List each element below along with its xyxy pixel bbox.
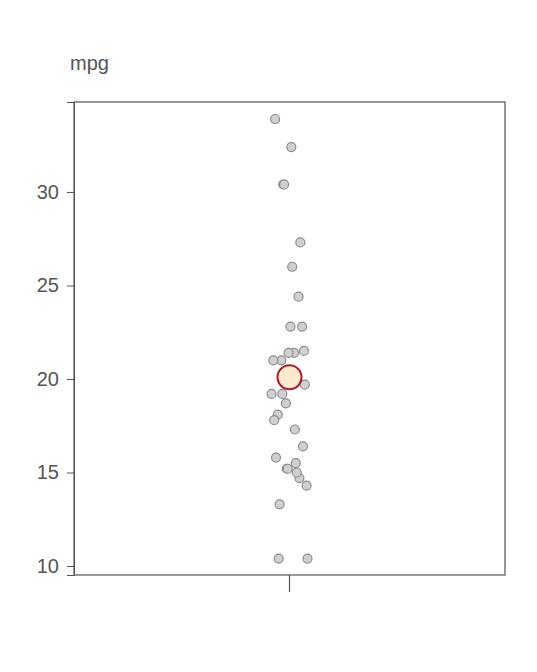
data-point: [282, 464, 291, 473]
data-point: [287, 143, 296, 152]
data-point: [291, 459, 300, 468]
y-tick-label: 30: [37, 181, 59, 203]
data-point: [281, 399, 290, 408]
y-tick: 15: [37, 461, 74, 483]
marks: [267, 115, 312, 564]
data-point: [292, 468, 301, 477]
y-tick-mark: [67, 473, 74, 474]
y-tick-label: 20: [37, 368, 59, 390]
data-point: [280, 180, 289, 189]
y-tick-mark: [67, 379, 74, 380]
data-point: [290, 425, 299, 434]
y-tick: 30: [37, 181, 74, 203]
y-tick: 25: [37, 274, 74, 296]
data-point: [299, 442, 308, 451]
data-point: [274, 554, 283, 563]
data-point: [299, 346, 308, 355]
y-axis: 10 15 20 25 30: [37, 103, 75, 577]
y-tick-mark: [67, 192, 74, 193]
data-point: [298, 322, 307, 331]
data-point: [271, 115, 280, 124]
y-tick-mark: [67, 285, 74, 286]
data-point: [272, 453, 281, 462]
x-tick-mark: [289, 575, 290, 592]
chart-container: 10 15 20 25 30 mpg: [0, 0, 537, 672]
data-point: [296, 238, 305, 247]
y-tick: 20: [37, 368, 74, 390]
data-point: [278, 389, 287, 398]
y-tick: 10: [37, 555, 74, 577]
data-point: [303, 554, 312, 563]
data-point: [286, 322, 295, 331]
y-tick-label: 25: [37, 274, 59, 296]
mean-point: [278, 365, 302, 389]
data-point: [288, 262, 297, 271]
data-point: [294, 292, 303, 301]
data-point: [302, 481, 311, 490]
y-tick-label: 10: [37, 555, 59, 577]
y-tick-mark: [67, 566, 74, 567]
chart-svg: 10 15 20 25 30 mpg: [0, 0, 537, 672]
data-point: [275, 500, 284, 509]
data-point: [269, 356, 278, 365]
plot-frame: [74, 102, 505, 575]
y-axis-title: mpg: [70, 52, 109, 74]
data-point: [270, 416, 279, 425]
y-axis-line: [67, 103, 75, 576]
data-point: [279, 180, 288, 189]
data-point: [267, 389, 276, 398]
data-point: [283, 464, 292, 473]
y-tick-label: 15: [37, 461, 59, 483]
plot-area: 10 15 20 25 30: [37, 102, 505, 592]
data-point: [284, 348, 293, 357]
